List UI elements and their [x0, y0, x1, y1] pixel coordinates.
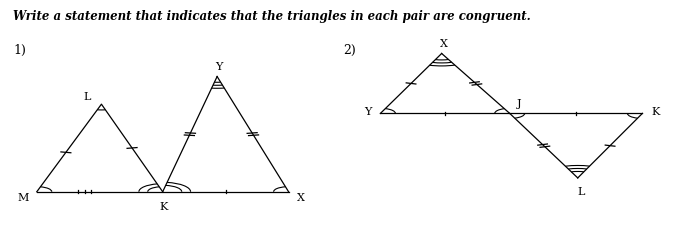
- Text: L: L: [84, 92, 91, 102]
- Text: M: M: [17, 193, 29, 203]
- Text: Write a statement that indicates that the triangles in each pair are congruent.: Write a statement that indicates that th…: [13, 10, 531, 23]
- Text: Y: Y: [215, 62, 223, 72]
- Text: K: K: [160, 202, 168, 212]
- Text: Y: Y: [364, 107, 372, 117]
- Text: K: K: [651, 107, 660, 117]
- Text: X: X: [440, 39, 448, 49]
- Text: X: X: [298, 193, 305, 203]
- Text: J: J: [517, 99, 521, 109]
- Text: L: L: [578, 187, 585, 197]
- Text: 1): 1): [13, 44, 26, 57]
- Text: 2): 2): [343, 44, 356, 57]
